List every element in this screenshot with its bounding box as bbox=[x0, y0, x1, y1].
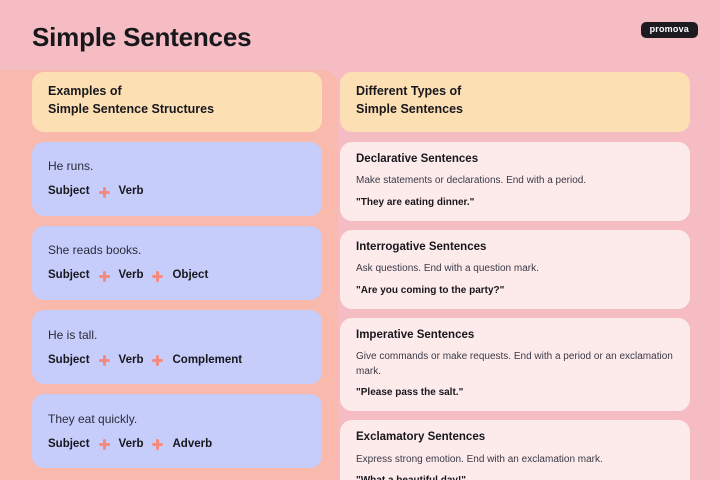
plus-icon bbox=[152, 438, 164, 450]
structure-example-sentence: She reads books. bbox=[48, 243, 142, 258]
sentence-type-card: Interrogative Sentences Ask questions. En… bbox=[340, 229, 690, 309]
promova-logo: promova bbox=[640, 22, 698, 38]
sentence-type-title: Declarative Sentences bbox=[356, 152, 479, 165]
structure-card-list: He runs. Subject Verb She reads books. Subje… bbox=[32, 141, 322, 468]
plus-icon bbox=[98, 438, 110, 450]
sentence-type-card: Declarative Sentences Make statements or … bbox=[340, 141, 690, 221]
page-title: Simple Sentences bbox=[32, 22, 252, 52]
structure-card: She reads books. Subject Verb Object bbox=[32, 225, 322, 300]
column-header-examples: Examples of Simple Sentence Structures bbox=[32, 72, 322, 132]
sentence-type-title: Exclamatory Sentences bbox=[356, 431, 486, 443]
sentence-type-description: Give commands or make requests. End with… bbox=[356, 351, 673, 377]
structure-part-label: Subject bbox=[48, 437, 90, 450]
sentence-type-example: "What a beautiful day!" bbox=[356, 474, 674, 480]
sentence-type-description: Express strong emotion. End with an excl… bbox=[356, 453, 603, 465]
plus-icon bbox=[98, 186, 110, 198]
plus-icon bbox=[98, 354, 110, 366]
sentence-type-card: Imperative Sentences Give commands or mak… bbox=[340, 317, 690, 411]
sentence-type-description: Ask questions. End with a question mark. bbox=[356, 263, 539, 274]
structure-formula: Subject Verb bbox=[48, 186, 306, 198]
column-examples: Examples of Simple Sentence Structures H… bbox=[32, 72, 322, 468]
structure-part-label: Subject bbox=[48, 185, 90, 198]
sentence-type-example: "Are you coming to the party?" bbox=[356, 284, 505, 296]
type-card-list: Declarative Sentences Make statements or … bbox=[340, 141, 690, 480]
structure-formula: Subject Verb Complement bbox=[48, 353, 306, 367]
structure-formula: Subject Verb Adverb bbox=[48, 437, 306, 451]
structure-part-label: Verb bbox=[118, 269, 144, 282]
structure-part-label: Subject bbox=[48, 353, 90, 366]
structure-part-label: Object bbox=[172, 269, 209, 282]
column-header-examples-line1: Examples of bbox=[48, 84, 122, 98]
structure-part-label: Adverb bbox=[172, 437, 213, 450]
column-header-types-line2: Simple Sentences bbox=[356, 101, 463, 116]
column-header-types: Different Types of Simple Sentences bbox=[340, 72, 690, 132]
structure-part-label: Verb bbox=[118, 353, 144, 366]
sentence-type-title: Imperative Sentences bbox=[356, 328, 475, 341]
sentence-type-example: "Please pass the salt." bbox=[356, 387, 464, 398]
structure-card: He is tall. Subject Verb Complement bbox=[32, 309, 322, 384]
plus-icon bbox=[152, 270, 164, 282]
structure-part-label: Complement bbox=[172, 353, 243, 366]
sentence-type-example: "They are eating dinner." bbox=[356, 196, 475, 208]
structure-example-sentence: He runs. bbox=[48, 159, 94, 174]
structure-part-label: Verb bbox=[118, 185, 144, 198]
column-types: Different Types of Simple Sentences Decl… bbox=[340, 72, 690, 480]
structure-card: They eat quickly. Subject Verb Adverb bbox=[32, 393, 322, 468]
structure-card: He runs. Subject Verb bbox=[32, 141, 322, 216]
plus-icon bbox=[152, 354, 164, 366]
column-header-examples-line2: Simple Sentence Structures bbox=[48, 101, 215, 116]
structure-example-sentence: They eat quickly. bbox=[48, 411, 138, 426]
column-header-types-line1: Different Types of bbox=[356, 84, 462, 98]
sentence-type-description: Make statements or declarations. End wit… bbox=[356, 175, 587, 186]
structure-part-label: Subject bbox=[48, 269, 90, 282]
sentence-type-title: Interrogative Sentences bbox=[356, 240, 487, 253]
structure-formula: Subject Verb Object bbox=[48, 270, 306, 282]
sentence-type-card: Exclamatory Sentences Express strong emot… bbox=[340, 420, 690, 480]
structure-example-sentence: He is tall. bbox=[48, 327, 98, 342]
structure-part-label: Verb bbox=[118, 437, 144, 450]
plus-icon bbox=[98, 270, 110, 282]
